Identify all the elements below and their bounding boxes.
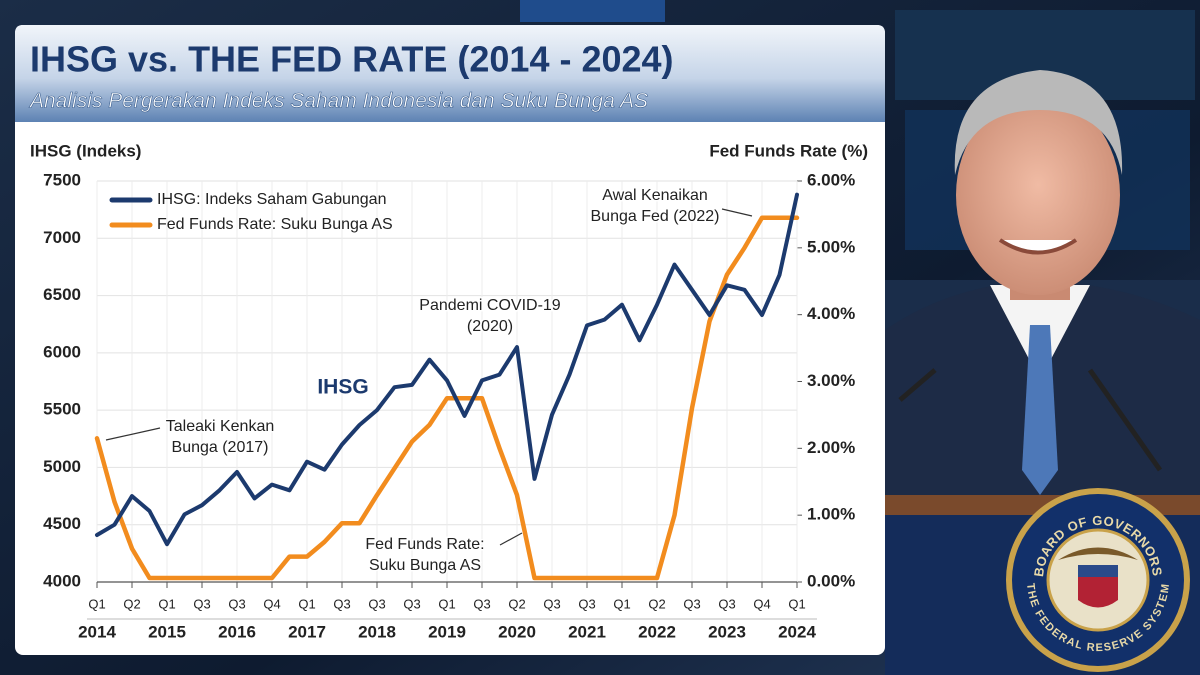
tie <box>1022 325 1058 495</box>
x-tick-label: Q2 <box>648 596 665 611</box>
annotation: Suku Bunga AS <box>369 557 481 574</box>
x-tick-label: Q3 <box>403 596 420 611</box>
y-tick-label: 5500 <box>43 400 81 419</box>
annotation: Bunga Fed (2022) <box>591 208 720 225</box>
y2-axis-title: Fed Funds Rate (%) <box>709 141 868 160</box>
y2-tick-label: 6.00% <box>807 170 855 189</box>
y-tick-label: 4000 <box>43 571 81 590</box>
microphone <box>1087 368 1163 472</box>
x-year-label: 2016 <box>218 622 256 641</box>
x-year-label: 2014 <box>78 622 116 641</box>
series-line <box>95 192 799 547</box>
x-year-label: 2021 <box>568 622 606 641</box>
portrait <box>885 70 1200 510</box>
screen <box>520 0 665 22</box>
y-tick-label: 7500 <box>43 170 81 189</box>
legend-label: IHSG: Indeks Saham Gabungan <box>157 191 386 208</box>
x-tick-label: Q3 <box>228 596 245 611</box>
plot-area: 4000 4500 5000 5500 6000 6500 7000 7500 0.00% 1.0… <box>43 170 855 641</box>
y2-tick-label: 5.00% <box>807 237 855 256</box>
x-tick-label: Q3 <box>368 596 385 611</box>
x-tick-label: Q3 <box>683 596 700 611</box>
chart-header <box>15 25 885 122</box>
y-axis-title: IHSG (Indeks) <box>30 141 141 160</box>
y2-tick-label: 3.00% <box>807 371 855 390</box>
x-tick-label: Q1 <box>438 596 455 611</box>
y-tick-label: 7000 <box>43 228 81 247</box>
y2-tick-label: 2.00% <box>807 438 855 457</box>
y2-tick-label: 4.00% <box>807 304 855 323</box>
shield-top <box>1078 565 1118 577</box>
x-year-label: 2024 <box>778 622 816 641</box>
x-tick-label: Q1 <box>788 596 805 611</box>
y-tick-label: 6000 <box>43 342 81 361</box>
x-year-label: 2018 <box>358 622 396 641</box>
x-tick-label: Q3 <box>718 596 735 611</box>
x-tick-label: Q2 <box>508 596 525 611</box>
hair <box>954 70 1123 175</box>
annotation: Taleaki Kenkan <box>166 418 275 435</box>
x-tick-label: Q1 <box>158 596 175 611</box>
annotation: (2020) <box>467 318 513 335</box>
x-tick-label: Q1 <box>613 596 630 611</box>
x-tick-label: Q4 <box>753 596 770 611</box>
x-year-label: 2022 <box>638 622 676 641</box>
series-line <box>94 215 800 581</box>
x-tick-label: Q3 <box>473 596 490 611</box>
chart-card <box>15 25 885 655</box>
x-tick-label: Q1 <box>88 596 105 611</box>
annotation: Awal Kenaikan <box>602 187 708 204</box>
y2-tick-label: 1.00% <box>807 505 855 524</box>
annotation-connector <box>499 532 523 546</box>
y-tick-label: 4500 <box>43 514 81 533</box>
face <box>956 95 1120 295</box>
x-tick-label: Q3 <box>333 596 350 611</box>
x-year-label: 2015 <box>148 622 186 641</box>
y-tick-label: 6500 <box>43 285 81 304</box>
annotation-connector <box>105 427 161 441</box>
x-year-label: 2020 <box>498 622 536 641</box>
x-tick-label: Q3 <box>578 596 595 611</box>
x-tick-label: Q4 <box>263 596 280 611</box>
series-label: IHSG <box>317 376 368 399</box>
legend-label: Fed Funds Rate: Suku Bunga AS <box>157 216 393 233</box>
annotation: Pandemi COVID-19 <box>419 297 560 314</box>
microphone <box>898 368 937 402</box>
seal: BOARD OF GOVERNORS THE FEDERAL RESERVE S… <box>1006 488 1190 672</box>
x-tick-label: Q3 <box>193 596 210 611</box>
chart-title: IHSG vs. THE FED RATE (2014 - 2024) <box>30 39 674 80</box>
y-tick-label: 5000 <box>43 457 81 476</box>
x-tick-label: Q3 <box>543 596 560 611</box>
chart-subtitle: Analisis Pergerakan Indeks Saham Indones… <box>28 90 648 113</box>
eagle-wings <box>1058 547 1138 560</box>
x-year-label: 2023 <box>708 622 746 641</box>
y2-tick-label: 0.00% <box>807 571 855 590</box>
x-year-label: 2017 <box>288 622 326 641</box>
smile <box>998 238 1078 255</box>
annotation: Fed Funds Rate: <box>365 536 484 553</box>
annotation-connector <box>721 208 753 217</box>
x-year-label: 2019 <box>428 622 466 641</box>
annotation: Bunga (2017) <box>172 439 269 456</box>
x-tick-label: Q2 <box>123 596 140 611</box>
x-tick-label: Q1 <box>298 596 315 611</box>
